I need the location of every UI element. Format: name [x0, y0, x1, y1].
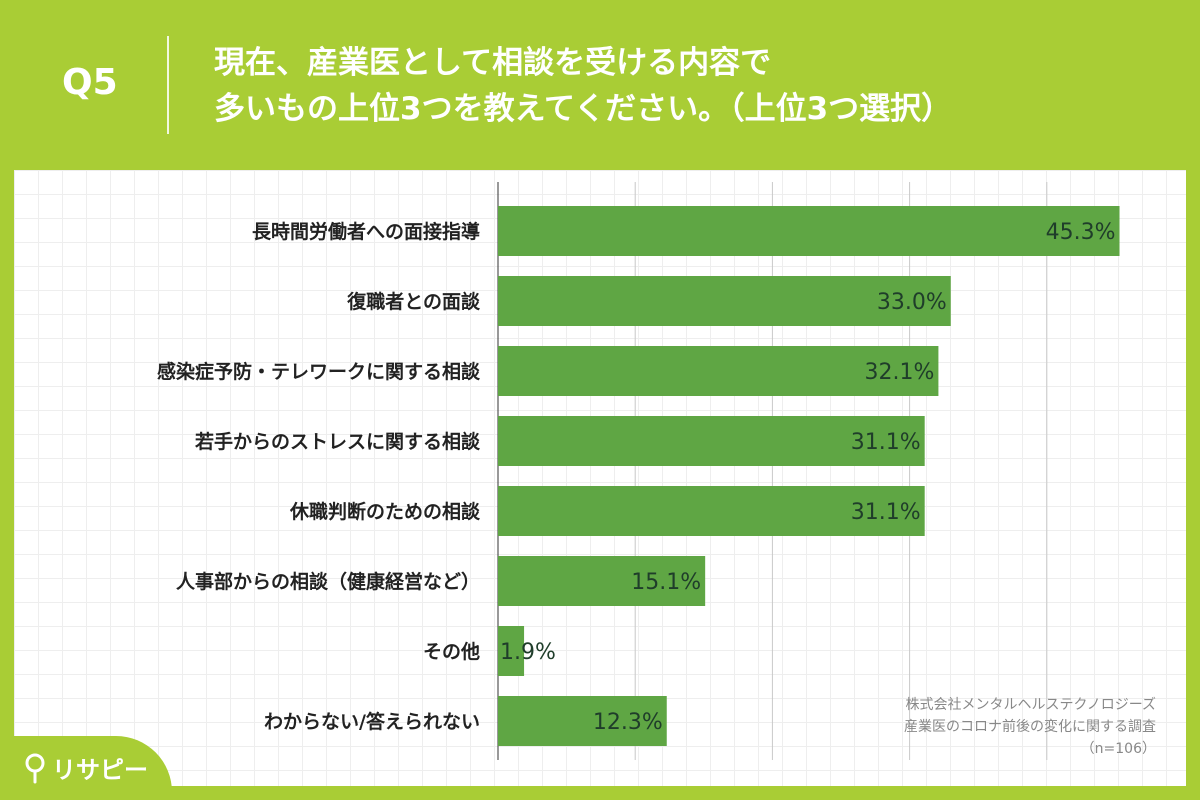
- value-label: 1.9%: [500, 640, 556, 665]
- source-line-1: 株式会社メンタルヘルステクノロジーズ: [905, 697, 1156, 713]
- bar: [498, 206, 1120, 256]
- pin-icon: [25, 753, 45, 783]
- logo-text: リサピー: [52, 756, 148, 784]
- source-line-2: 産業医のコロナ前後の変化に関する調査: [904, 719, 1156, 735]
- bar: [498, 626, 525, 676]
- category-label: 若手からのストレスに関する相談: [195, 430, 481, 453]
- question-title-line-2: 多いもの上位3つを教えてください。（上位3つ選択）: [214, 91, 953, 127]
- value-label: 15.1%: [631, 570, 701, 595]
- category-label: その他: [423, 640, 480, 663]
- category-label: 人事部からの相談（健康経営など）: [176, 570, 480, 593]
- source-note: 株式会社メンタルヘルステクノロジーズ 産業医のコロナ前後の変化に関する調査 （n…: [904, 694, 1156, 760]
- bar: [498, 346, 939, 396]
- value-label: 33.0%: [877, 290, 947, 315]
- question-title: 現在、産業医として相談を受ける内容で 多いもの上位3つを教えてください。（上位3…: [214, 40, 1174, 132]
- bar: [498, 276, 951, 326]
- category-label: 感染症予防・テレワークに関する相談: [157, 360, 481, 383]
- value-label: 12.3%: [593, 710, 663, 735]
- value-label: 31.1%: [851, 430, 921, 455]
- category-label: 休職判断のための相談: [289, 500, 481, 523]
- question-number: Q5: [62, 62, 118, 103]
- chart-panel: 長時間労働者への面接指導 45.3% 復職者との面談 33.0% 感染症予防・テレワーク…: [14, 170, 1186, 786]
- bar: [498, 486, 925, 536]
- category-label: 復職者との面談: [346, 290, 481, 313]
- category-label: 長時間労働者への面接指導: [252, 220, 480, 243]
- question-title-line-1: 現在、産業医として相談を受ける内容で: [214, 45, 772, 81]
- value-label: 45.3%: [1046, 220, 1116, 245]
- bar: [498, 416, 925, 466]
- bar: [498, 556, 706, 606]
- header-divider: [167, 36, 169, 134]
- category-label: わからない/答えられない: [264, 710, 480, 733]
- value-label: 31.1%: [851, 500, 921, 525]
- header: Q5 現在、産業医として相談を受ける内容で 多いもの上位3つを教えてください。（…: [0, 0, 1200, 170]
- brand-logo: リサピー: [22, 750, 148, 785]
- bar: [498, 696, 667, 746]
- value-label: 32.1%: [865, 360, 935, 385]
- sample-size: （n=106）: [1080, 741, 1156, 757]
- bar-chart: 長時間労働者への面接指導 45.3% 復職者との面談 33.0% 感染症予防・テレワーク…: [157, 182, 1120, 760]
